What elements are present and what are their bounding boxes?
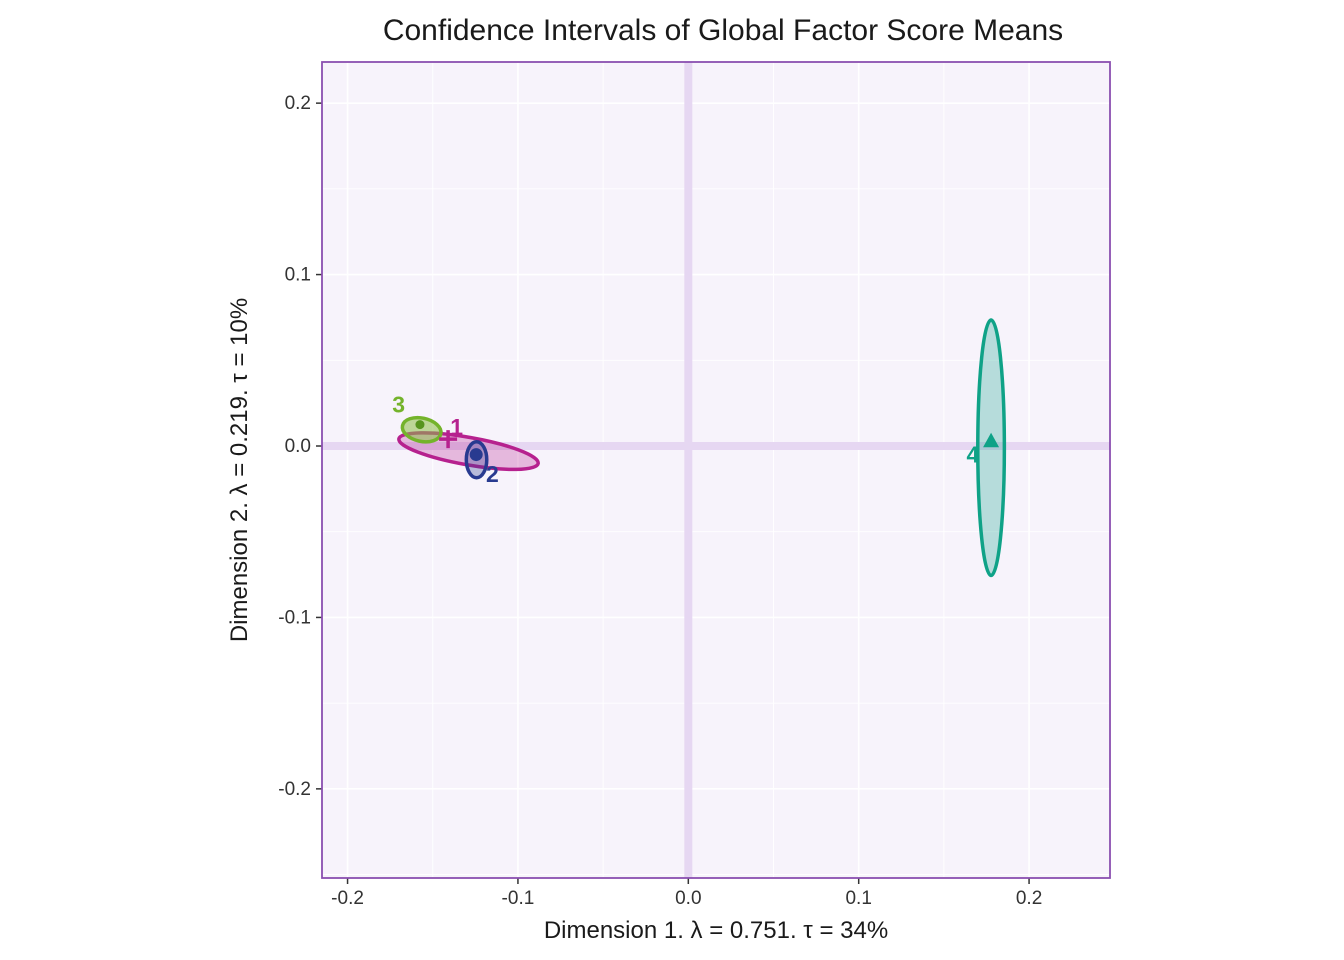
chart-title: Confidence Intervals of Global Factor Sc… (383, 14, 1063, 47)
group-1-label: 1 (450, 414, 463, 440)
x-tick-label: 0.0 (675, 888, 701, 909)
group-3-mean-marker (415, 420, 425, 430)
y-tick-label: -0.2 (278, 779, 311, 800)
group-4-confidence-ellipse (976, 318, 1007, 578)
y-tick-label: 0.0 (285, 436, 311, 457)
y-tick-label: -0.1 (278, 607, 311, 628)
group-3-confidence-ellipse (400, 415, 443, 444)
group-2-mean-marker (469, 448, 483, 462)
x-tick-label: -0.2 (331, 888, 364, 909)
x-tick-label: 0.2 (1016, 888, 1042, 909)
group-3-label: 3 (392, 392, 405, 418)
y-axis-label: Dimension 2. λ = 0.219. τ = 10% (226, 298, 253, 642)
group-2-label: 2 (486, 461, 499, 487)
x-axis-label: Dimension 1. λ = 0.751. τ = 34% (544, 917, 888, 944)
x-tick-label: 0.1 (845, 888, 871, 909)
plot-layer: 1 3 2 4 -0.2 -0.1 0.0 0.1 0.2 -0.2 -0.1 0.0 0.1 0.2 (278, 61, 1111, 909)
group-4-label: 4 (966, 441, 979, 467)
group-4-mean-marker (983, 432, 1000, 448)
y-tick-label: 0.2 (285, 93, 311, 114)
zero-line-vertical (684, 62, 693, 878)
x-tick-label: -0.1 (502, 888, 535, 909)
panel-border (321, 61, 1111, 879)
y-tick-label: 0.1 (285, 265, 311, 286)
zero-line-horizontal (322, 442, 1110, 450)
